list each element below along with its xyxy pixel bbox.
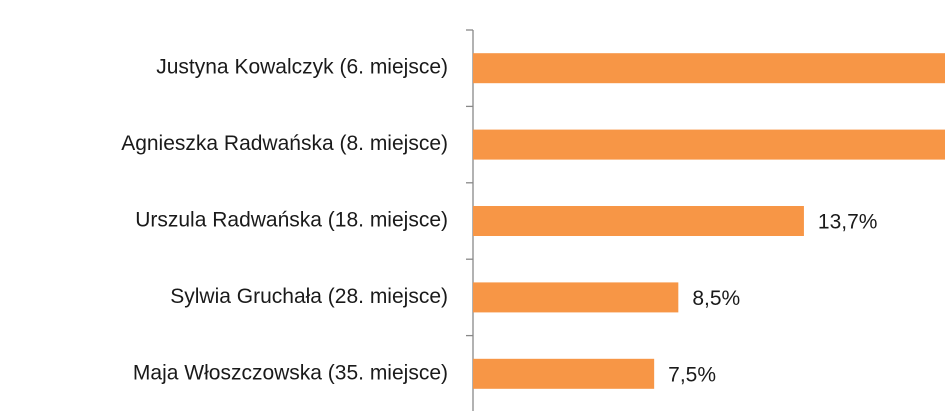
bar bbox=[473, 282, 679, 313]
bar bbox=[473, 358, 655, 389]
data-label: 8,5% bbox=[692, 287, 740, 310]
category-label: Urszula Radwańska (18. miejsce) bbox=[135, 209, 448, 232]
category-label: Justyna Kowalczyk (6. miejsce) bbox=[156, 56, 448, 79]
data-label: 13,7% bbox=[818, 211, 878, 234]
bar bbox=[473, 206, 804, 236]
bar bbox=[473, 53, 945, 84]
data-label: 7,5% bbox=[668, 363, 716, 386]
category-label: Agnieszka Radwańska (8. miejsce) bbox=[121, 132, 448, 155]
category-label: Maja Włoszczowska (35. miejsce) bbox=[133, 361, 448, 384]
bar bbox=[473, 129, 945, 160]
category-label: Sylwia Gruchała (28. miejsce) bbox=[170, 285, 448, 308]
